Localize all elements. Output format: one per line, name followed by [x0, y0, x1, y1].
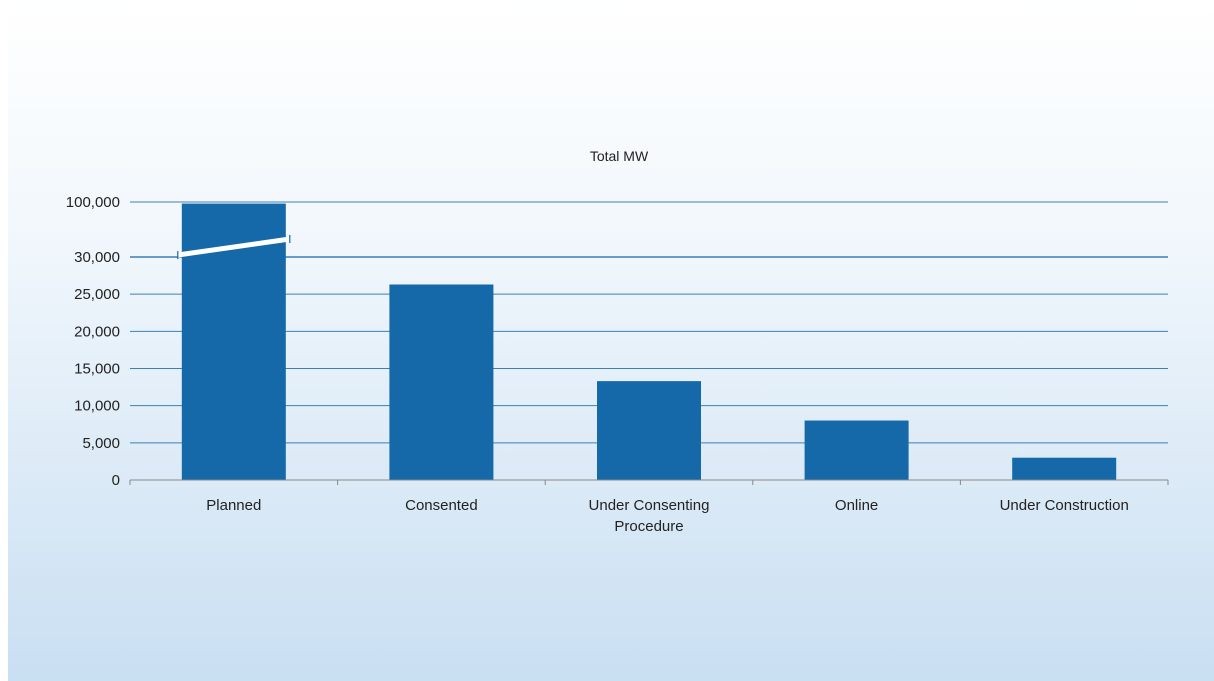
y-tick-label: 30,000 — [74, 249, 120, 266]
bars — [181, 203, 1117, 481]
bar — [597, 381, 701, 480]
bar — [1012, 457, 1117, 480]
y-tick-label: 5,000 — [82, 435, 120, 452]
x-tick-label: Procedure — [614, 518, 683, 535]
x-tick-label: Under Consenting — [589, 497, 710, 514]
x-tick-label: Online — [835, 497, 878, 514]
x-tick-label: Planned — [206, 497, 261, 514]
x-tick-label: Under Construction — [1000, 497, 1129, 514]
chart-title: Total MW — [590, 148, 649, 164]
y-tick-label: 100,000 — [66, 194, 120, 211]
bar — [389, 284, 494, 480]
x-axis — [129, 479, 1169, 485]
y-tick-label: 15,000 — [74, 361, 120, 378]
y-tick-label: 0 — [112, 472, 120, 489]
y-tick-label: 20,000 — [74, 323, 120, 340]
y-axis-tick-labels: 0 5,000 10,000 15,000 20,000 25,000 30,000 100,… — [66, 194, 120, 489]
x-tick-label: Consented — [405, 497, 478, 514]
bar — [804, 420, 909, 480]
y-tick-label: 25,000 — [74, 286, 120, 303]
y-tick-label: 10,000 — [74, 398, 120, 415]
axis-break-marker — [177, 235, 291, 259]
x-axis-tick-labels: Planned Consented Under Consenting Procedur… — [206, 497, 1129, 535]
break-band — [177, 236, 291, 258]
